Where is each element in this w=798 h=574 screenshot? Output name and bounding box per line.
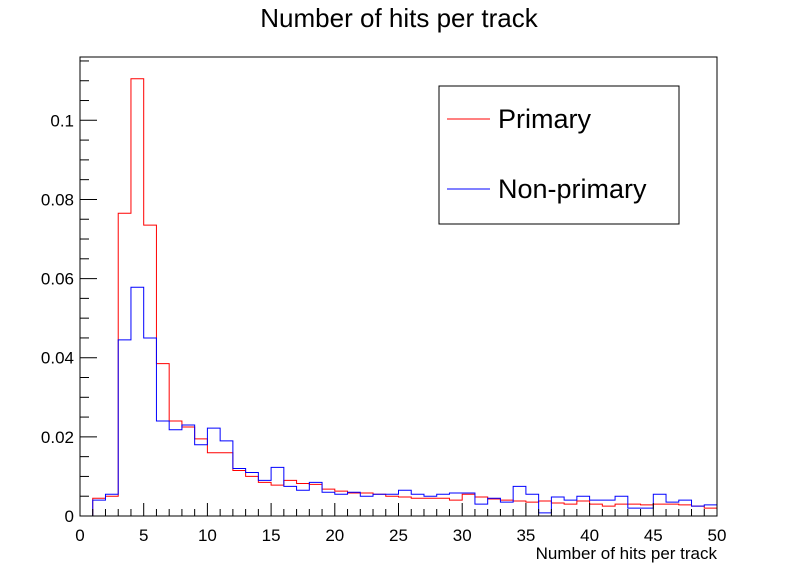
legend-label: Primary <box>498 104 591 134</box>
x-tick-label: 0 <box>75 526 84 545</box>
series-primary <box>80 78 717 517</box>
x-tick-label: 15 <box>262 526 281 545</box>
y-tick-label: 0.04 <box>41 349 74 368</box>
x-tick-label: 50 <box>708 526 727 545</box>
series-non-primary <box>80 286 717 517</box>
y-tick-label: 0.02 <box>41 428 74 447</box>
axis-layer: 0 5 10 15 20 25 30 35 40 45 50 0 0.02 0.04 0.06 0.08 0.1 <box>41 60 727 545</box>
y-tick-label: 0 <box>65 507 74 526</box>
x-tick-label: 25 <box>389 526 408 545</box>
x-tick-label: 40 <box>580 526 599 545</box>
histogram-line <box>80 78 717 517</box>
histogram-layer <box>80 78 717 517</box>
x-tick-label: 20 <box>325 526 344 545</box>
x-tick-label: 35 <box>516 526 535 545</box>
y-tick-label: 0.1 <box>50 111 74 130</box>
x-tick-label: 5 <box>139 526 148 545</box>
x-axis-label: Number of hits per track <box>536 544 718 563</box>
x-tick-label: 10 <box>198 526 217 545</box>
histogram-line <box>80 286 717 517</box>
y-tick-label: 0.08 <box>41 190 74 209</box>
legend-box <box>438 85 680 225</box>
x-tick-label: 30 <box>453 526 472 545</box>
x-tick-label: 45 <box>644 526 663 545</box>
legend: Primary Non-primary <box>438 85 680 225</box>
legend-label: Non-primary <box>498 174 647 204</box>
y-tick-label: 0.06 <box>41 270 74 289</box>
chart-title: Number of hits per track <box>260 3 538 33</box>
